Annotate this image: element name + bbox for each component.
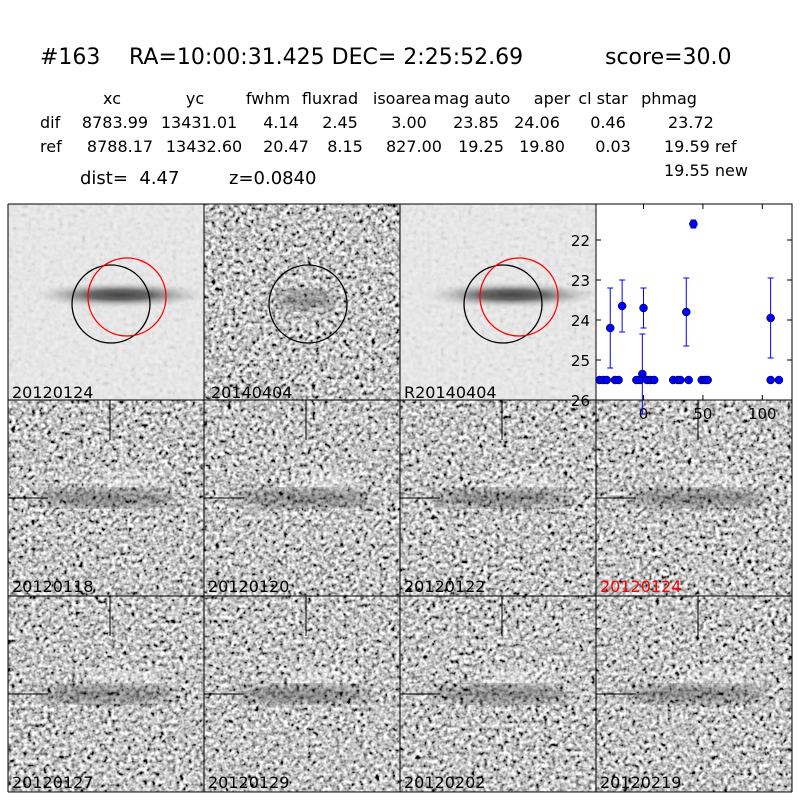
point — [606, 323, 615, 333]
point — [766, 313, 775, 323]
cell: 20.47 — [263, 137, 309, 156]
y-tick-label: 24 — [571, 312, 590, 330]
point — [766, 375, 775, 385]
residual-bright — [284, 668, 364, 688]
cell: 19.59 ref — [664, 137, 737, 156]
cell: 8788.17 — [87, 137, 153, 156]
x-tick-label: 50 — [693, 405, 712, 423]
residual-bright — [676, 668, 756, 688]
column-header: fwhm — [246, 89, 290, 108]
cutout-label: 20120124 — [600, 577, 681, 596]
cell: 0.03 — [595, 137, 631, 156]
cutout-label: 20120127 — [12, 773, 93, 792]
row-label: ref — [40, 137, 62, 156]
cell: 3.00 — [391, 113, 427, 132]
residual-dark — [38, 685, 178, 703]
cell: 19.25 — [458, 137, 504, 156]
cell: 19.80 — [519, 137, 565, 156]
cutout-label: 20120120 — [208, 577, 289, 596]
x-tick-label: 100 — [748, 405, 777, 423]
residual-dark — [234, 489, 374, 507]
point — [676, 375, 685, 385]
residual-dark — [626, 489, 766, 507]
cell: 8783.99 — [82, 113, 148, 132]
cutout-label: 20120202 — [404, 773, 485, 792]
residual-bright — [284, 472, 364, 492]
cell: 23.85 — [453, 113, 499, 132]
point — [774, 375, 784, 385]
column-header: isoarea — [373, 89, 431, 108]
residual-bright — [676, 472, 756, 492]
column-header: aper — [534, 89, 571, 108]
chart-frame — [595, 203, 793, 401]
cell: 2.45 — [322, 113, 358, 132]
residual — [275, 290, 335, 310]
point — [703, 375, 712, 385]
y-tick-label: 22 — [571, 232, 590, 250]
cell: 24.06 — [514, 113, 560, 132]
point — [649, 375, 659, 385]
column-header: xc — [103, 89, 121, 108]
point — [638, 369, 647, 379]
column-header: mag auto — [434, 89, 511, 108]
circle — [71, 264, 151, 344]
y-tick-label: 25 — [571, 352, 590, 370]
circle — [87, 257, 167, 337]
residual-bright — [480, 668, 560, 688]
circle — [463, 264, 543, 344]
cutout-label: 20120219 — [600, 773, 681, 792]
cell: 13432.60 — [166, 137, 242, 156]
cell: 13431.01 — [161, 113, 237, 132]
residual-dark — [430, 685, 570, 703]
residual-dark — [38, 489, 178, 507]
point — [617, 301, 627, 311]
galaxy — [25, 281, 215, 309]
row-label: dif — [40, 113, 61, 132]
stamp-label: 20140404 — [211, 383, 292, 402]
point — [639, 303, 648, 313]
point — [682, 307, 691, 317]
column-header: phmag — [641, 89, 697, 108]
residual-bright — [88, 472, 168, 492]
residual-bright — [88, 668, 168, 688]
y-tick-label: 23 — [571, 272, 590, 290]
score: score=30.0 — [605, 45, 732, 70]
point — [602, 375, 611, 385]
cell: 0.46 — [590, 113, 626, 132]
column-header: cl star — [578, 89, 628, 108]
residual-dark — [234, 685, 374, 703]
panels — [8, 204, 792, 792]
cell: 23.72 — [668, 113, 714, 132]
circle — [479, 257, 559, 337]
point — [684, 375, 693, 385]
circle — [268, 264, 348, 344]
residual-bright — [480, 472, 560, 492]
y-tick-label: 26 — [571, 392, 590, 410]
column-header: yc — [186, 89, 204, 108]
cutout-label: 20120129 — [208, 773, 289, 792]
distance: dist= 4.47 — [80, 168, 179, 189]
cutout-label: 20120118 — [12, 577, 93, 596]
cell: 827.00 — [386, 137, 442, 156]
stamp-label: 20120124 — [12, 383, 93, 402]
point — [614, 375, 623, 385]
column-header: fluxrad — [302, 89, 358, 108]
residual-dark — [626, 685, 766, 703]
point — [689, 219, 698, 229]
cell: 4.14 — [263, 113, 299, 132]
object-id: #163 — [40, 45, 100, 70]
redshift: z=0.0840 — [229, 168, 317, 189]
residual-dark — [430, 489, 570, 507]
cutout-label: 20120122 — [404, 577, 485, 596]
phmag-new: 19.55 new — [664, 161, 748, 180]
chart-bg — [596, 204, 792, 400]
stamp-label: R20140404 — [404, 383, 497, 402]
coordinates: RA=10:00:31.425 DEC= 2:25:52.69 — [129, 45, 523, 70]
cell: 8.15 — [327, 137, 363, 156]
